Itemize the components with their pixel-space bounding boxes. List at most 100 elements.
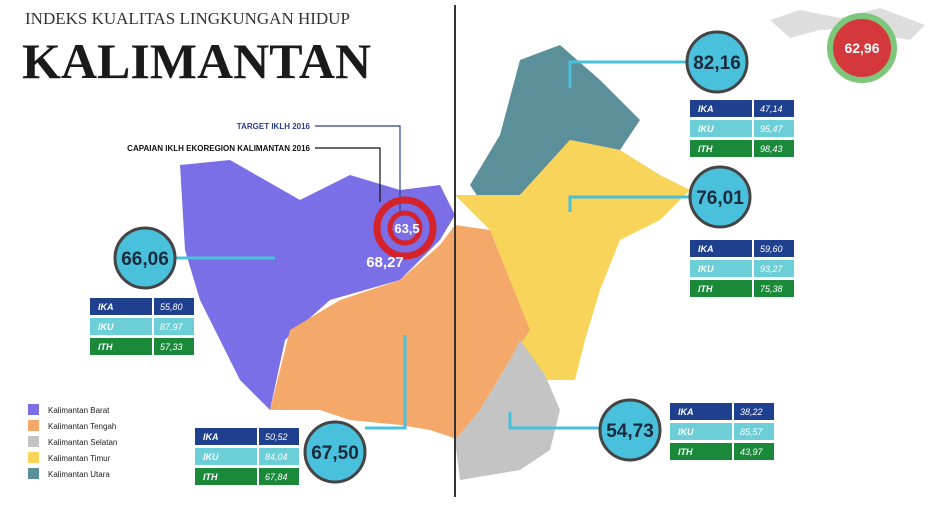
- achievement-value: 68,27: [366, 254, 404, 271]
- region-selatan: [455, 340, 560, 480]
- legend-swatch: [28, 404, 39, 415]
- indicator-value: 67,84: [265, 472, 288, 482]
- leader-line: [365, 335, 407, 430]
- cell-label: [690, 280, 752, 297]
- cell-value: [154, 318, 194, 335]
- cell-value: [734, 423, 774, 440]
- cell-label: [690, 100, 752, 117]
- cell-label: [670, 403, 732, 420]
- indicator-value: 55,80: [160, 302, 183, 312]
- region-tengah: [270, 225, 530, 440]
- indicator-value: 75,38: [760, 284, 783, 294]
- cell-value: [734, 443, 774, 460]
- cell-label: [195, 428, 257, 445]
- region-timur: [455, 140, 690, 380]
- cell-value: [259, 468, 299, 485]
- indicator-value: 50,52: [265, 432, 288, 442]
- indicator-label: IKU: [678, 427, 694, 437]
- indicator-value: 84,04: [265, 452, 288, 462]
- indicator-label: IKU: [203, 452, 219, 462]
- score-value: 82,16: [693, 53, 741, 74]
- indicator-label: ITH: [698, 144, 713, 154]
- target-value: 63,5: [394, 221, 419, 236]
- score-circle: [688, 165, 752, 229]
- indicator-label: IKA: [698, 104, 714, 114]
- indicator-label: IKU: [698, 124, 714, 134]
- cell-value: [754, 140, 794, 157]
- indicator-label: ITH: [678, 447, 693, 457]
- indicator-value: 93,27: [760, 264, 784, 274]
- indicator-value: 95,47: [760, 124, 784, 134]
- score-value: 66,06: [121, 249, 169, 270]
- score-circle: [113, 226, 177, 290]
- cell-label: [690, 120, 752, 137]
- indicator-value: 47,14: [760, 104, 783, 114]
- region-barat: [180, 160, 455, 410]
- indicator-label: IKA: [203, 432, 219, 442]
- legend-swatch: [28, 468, 39, 479]
- cell-value: [259, 448, 299, 465]
- indicator-label: IKU: [698, 264, 714, 274]
- score-circle: [303, 420, 367, 484]
- indicator-label: ITH: [98, 342, 113, 352]
- cell-label: [195, 448, 257, 465]
- cell-value: [754, 100, 794, 117]
- score-circle: [598, 398, 662, 462]
- leader-line: [568, 60, 687, 88]
- national-circle: [827, 13, 897, 83]
- indicator-value: 38,22: [740, 407, 763, 417]
- cell-label: [90, 298, 152, 315]
- legend-swatch: [28, 452, 39, 463]
- cell-value: [154, 338, 194, 355]
- indicator-value: 57,33: [160, 342, 183, 352]
- cell-label: [690, 260, 752, 277]
- region-utara: [470, 45, 640, 200]
- cell-label: [90, 318, 152, 335]
- legend-swatch: [28, 420, 39, 431]
- subtitle: INDEKS KUALITAS LINGKUNGAN HIDUP: [25, 9, 350, 28]
- cell-value: [154, 298, 194, 315]
- score-value: 54,73: [606, 421, 654, 442]
- score-value: 67,50: [311, 443, 359, 464]
- legend-label: Kalimantan Tengah: [48, 422, 116, 431]
- indicator-value: 59,60: [760, 244, 783, 254]
- indicator-label: ITH: [203, 472, 218, 482]
- indicator-label: IKU: [98, 322, 114, 332]
- cell-label: [90, 338, 152, 355]
- cell-value: [754, 280, 794, 297]
- indicator-value: 43,97: [740, 447, 764, 457]
- indicator-value: 87,97: [160, 322, 184, 332]
- indicator-label: ITH: [698, 284, 713, 294]
- score-circle: [685, 30, 749, 94]
- indicator-label: IKA: [678, 407, 694, 417]
- cell-value: [754, 240, 794, 257]
- cell-value: [754, 120, 794, 137]
- cell-label: [690, 240, 752, 257]
- indicator-label: IKA: [698, 244, 714, 254]
- indicator-value: 98,43: [760, 144, 783, 154]
- legend-label: Kalimantan Timur: [48, 454, 111, 463]
- legend-swatch: [28, 436, 39, 447]
- cell-label: [690, 140, 752, 157]
- legend-label: Kalimantan Selatan: [48, 438, 117, 447]
- legend-label: Kalimantan Barat: [48, 406, 110, 415]
- achievement-leader: [315, 147, 381, 202]
- cell-label: [670, 423, 732, 440]
- leader-line: [508, 412, 600, 430]
- title: KALIMANTAN: [22, 33, 371, 89]
- cell-label: [670, 443, 732, 460]
- indicator-value: 85,57: [740, 427, 764, 437]
- target-ring: [387, 210, 423, 246]
- target-label: TARGET IKLH 2016: [237, 122, 311, 131]
- score-value: 76,01: [696, 188, 744, 209]
- national-value: 62,96: [844, 40, 879, 56]
- achievement-label: CAPAIAN IKLH EKOREGION KALIMANTAN 2016: [127, 144, 310, 153]
- cell-value: [734, 403, 774, 420]
- indicator-label: IKA: [98, 302, 114, 312]
- cell-label: [195, 468, 257, 485]
- target-leader: [315, 125, 401, 212]
- leader-line: [568, 195, 690, 212]
- legend-label: Kalimantan Utara: [48, 470, 110, 479]
- cell-value: [754, 260, 794, 277]
